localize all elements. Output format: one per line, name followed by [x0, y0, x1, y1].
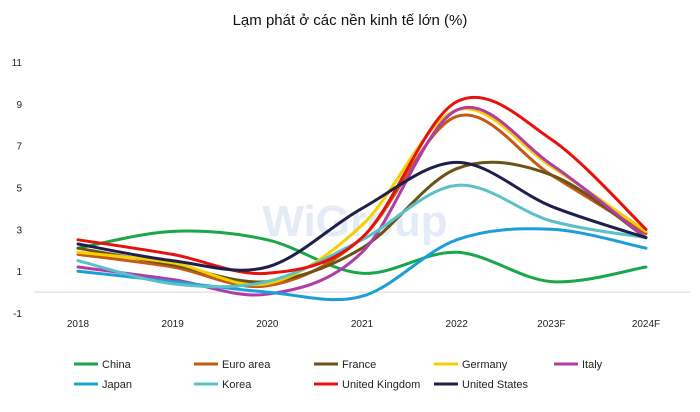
x-tick-label: 2023F [537, 319, 565, 330]
legend-item: Korea [194, 379, 252, 391]
chart-title: Lạm phát ở các nền kinh tế lớn (%) [233, 12, 468, 29]
y-tick-label: 1 [16, 267, 22, 278]
y-tick-label: 5 [16, 184, 22, 195]
legend-item: China [74, 359, 132, 371]
series-line-italy [76, 106, 648, 297]
series-line-japan [76, 227, 648, 302]
x-tick-label: 2019 [162, 319, 185, 330]
legend-item: Italy [554, 359, 603, 371]
y-tick-label: -1 [13, 309, 22, 320]
watermark-logo: WiGroup [262, 197, 447, 246]
x-tick-label: 2020 [256, 319, 279, 330]
y-tick-label: 3 [16, 225, 22, 236]
series-line-united-kingdom [76, 95, 648, 276]
legend-label: Italy [582, 359, 603, 371]
legend-label: United Kingdom [342, 379, 420, 391]
series-line-china [76, 229, 648, 284]
legend-label: Japan [102, 379, 132, 391]
series-line-germany [76, 107, 648, 287]
series-line-france [76, 160, 648, 284]
series-layer [76, 95, 648, 302]
legend-label: United States [462, 379, 529, 391]
y-tick-label: 7 [16, 142, 22, 153]
axis-layer: 11 9 7 5 3 1 -1 2018 2019 2020 2021 2022 2023F 2024F [12, 58, 690, 330]
x-tick-label: 2022 [446, 319, 469, 330]
legend-item: France [314, 359, 376, 371]
series-line-united-states [76, 160, 648, 272]
legend-item: Germany [434, 359, 508, 371]
legend-label: Germany [462, 359, 508, 371]
legend: China Euro area France Germany Italy Japan Kor… [74, 359, 603, 391]
legend-label: China [102, 359, 132, 371]
x-tick-label: 2021 [351, 319, 374, 330]
legend-label: Korea [222, 379, 252, 391]
legend-item: United Kingdom [314, 379, 420, 391]
legend-label: France [342, 359, 376, 371]
y-tick-label: 11 [12, 58, 23, 69]
x-tick-label: 2018 [67, 319, 90, 330]
legend-item: Japan [74, 379, 132, 391]
legend-label: Euro area [222, 359, 271, 371]
y-tick-label: 9 [16, 100, 22, 111]
x-tick-label: 2024F [632, 319, 660, 330]
legend-item: United States [434, 379, 529, 391]
legend-item: Euro area [194, 359, 271, 371]
series-line-korea [76, 183, 648, 289]
